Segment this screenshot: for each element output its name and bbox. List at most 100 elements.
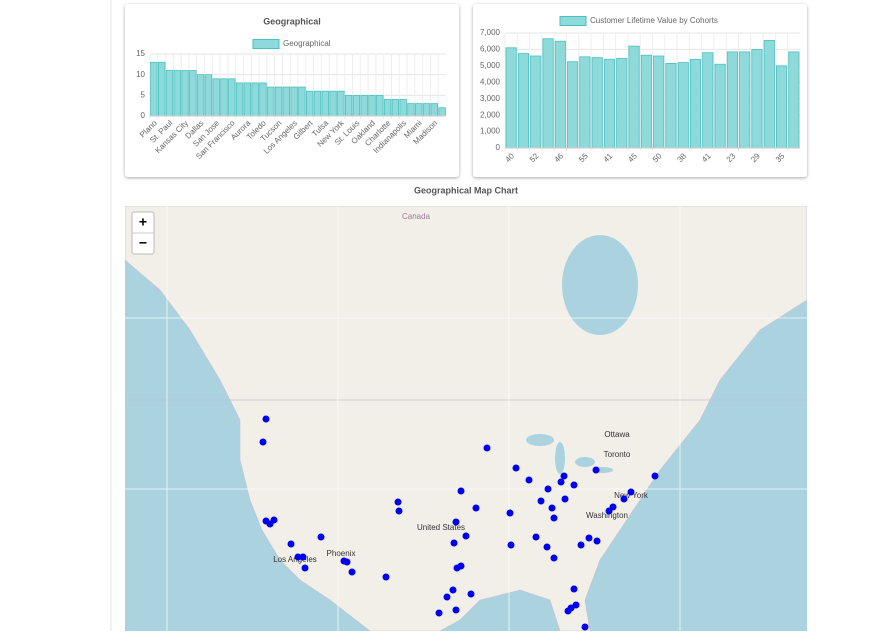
bar — [407, 103, 415, 117]
bar — [383, 99, 392, 117]
bar — [665, 62, 677, 149]
bar — [282, 86, 290, 117]
zoom-in-button[interactable]: + — [139, 214, 147, 230]
y-tick-label: 10 — [136, 70, 145, 79]
land — [125, 206, 807, 631]
lake — [526, 434, 554, 446]
bar — [368, 94, 376, 117]
legend-swatch — [559, 16, 587, 26]
map-label: Los Angeles — [273, 555, 317, 564]
bar — [689, 58, 702, 149]
map-label: New York — [614, 491, 649, 500]
bar — [150, 61, 158, 117]
zoom-out-button[interactable]: − — [139, 235, 147, 251]
bar — [567, 61, 579, 149]
map-label: Ottawa — [604, 430, 630, 439]
y-tick-label: 5 — [141, 90, 146, 99]
bar — [415, 103, 423, 117]
bar — [189, 70, 197, 117]
y-tick-label: 0 — [496, 143, 501, 152]
map-title: Geographical Map Chart — [414, 185, 518, 195]
map: Canada Ottawa Toronto New York Washingto… — [125, 206, 807, 631]
bar — [352, 94, 361, 117]
bar — [329, 90, 337, 117]
bar — [788, 51, 800, 149]
bar — [616, 58, 628, 149]
bar — [267, 86, 275, 117]
bar — [274, 86, 283, 117]
chart-title: Geographical — [263, 16, 321, 26]
bar — [344, 94, 353, 117]
bar — [542, 38, 554, 149]
map-label: Toronto — [604, 450, 631, 459]
bar — [220, 78, 228, 117]
location-markers — [259, 415, 659, 631]
y-tick-label: 4,000 — [480, 77, 501, 86]
bar — [677, 62, 689, 149]
bar — [438, 107, 446, 117]
bar — [204, 74, 213, 117]
lake — [575, 457, 595, 467]
y-tick-label: 3,000 — [480, 94, 501, 103]
bar — [505, 47, 517, 149]
bar — [391, 99, 400, 117]
bar — [653, 55, 665, 149]
bar — [603, 58, 616, 149]
legend-swatch — [252, 39, 280, 49]
bar — [628, 45, 640, 149]
bar — [360, 94, 368, 117]
bar — [251, 82, 259, 117]
legend-label: Geographical — [283, 39, 331, 48]
y-tick-label: 5,000 — [480, 61, 501, 70]
bar — [554, 40, 566, 149]
y-tick-label: 2,000 — [480, 110, 501, 119]
bar — [298, 86, 306, 117]
bar — [313, 90, 322, 117]
bar — [243, 82, 252, 117]
sidebar — [0, 0, 111, 631]
bar — [228, 78, 236, 117]
y-tick-label: 15 — [136, 49, 145, 58]
legend-label: Customer Lifetime Value by Cohorts — [590, 16, 718, 25]
bar — [158, 61, 166, 117]
bar — [306, 90, 314, 117]
bar — [259, 82, 267, 117]
bar — [579, 56, 591, 149]
bar — [290, 86, 298, 117]
bar — [530, 55, 542, 149]
bar — [739, 51, 751, 149]
bar — [422, 103, 431, 117]
bar — [376, 94, 384, 117]
map-label: Canada — [402, 212, 431, 221]
bar — [702, 52, 714, 149]
bar — [517, 53, 530, 149]
y-tick-label: 7,000 — [480, 28, 501, 37]
map-label: Phoenix — [327, 549, 356, 558]
bar — [726, 51, 738, 149]
bar — [714, 63, 726, 149]
bar — [196, 74, 205, 117]
y-tick-label: 6,000 — [480, 45, 501, 54]
bar — [640, 54, 652, 149]
bar — [235, 82, 244, 117]
bar — [173, 70, 181, 117]
lake — [555, 442, 565, 474]
bar — [165, 70, 174, 117]
bar — [181, 70, 189, 117]
y-tick-label: 1,000 — [480, 127, 501, 136]
bar — [751, 49, 763, 149]
bar — [591, 57, 603, 149]
map-label: United States — [417, 523, 465, 532]
bar — [212, 78, 220, 117]
bar — [399, 99, 407, 117]
bar — [337, 90, 345, 117]
y-tick-label: 0 — [141, 111, 146, 120]
tile-seams — [125, 206, 807, 631]
bar — [321, 90, 329, 117]
hudson-bay — [562, 235, 638, 335]
bar — [430, 103, 438, 117]
bar — [776, 65, 788, 149]
map-label: Washington — [586, 511, 628, 520]
